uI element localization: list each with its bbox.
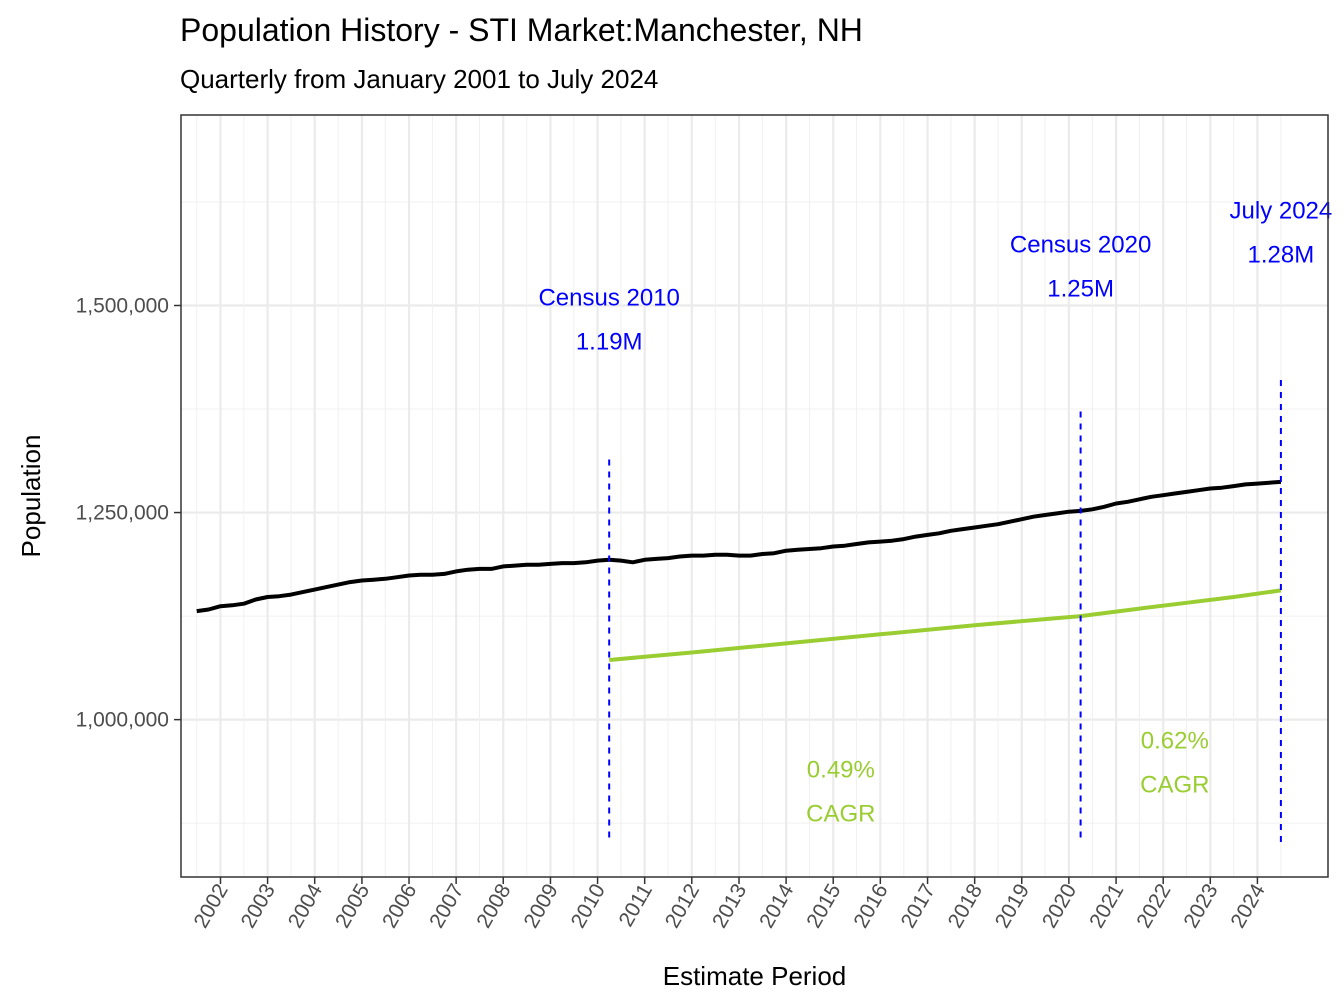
y-tick-label: 1,000,000 (76, 709, 169, 732)
cagr-line (609, 588, 1282, 662)
x-tick-label: 2023 (1179, 880, 1222, 932)
annotation-value: 1.28M (1248, 242, 1315, 269)
x-tick-label: 2013 (708, 880, 751, 932)
x-tick-label: 2009 (520, 880, 563, 932)
plot-panel-background (181, 115, 1328, 877)
annotation-value: 1.25M (1047, 275, 1114, 302)
population-line (196, 479, 1282, 614)
x-tick-label: 2017 (897, 880, 940, 932)
x-tick-label: 2008 (472, 880, 515, 932)
x-tick-label: 2020 (1038, 880, 1081, 932)
data-layer: Census 2010 1.19M Census 2020 1.25M July 202… (196, 198, 1333, 843)
y-tick-label: 1,250,000 (76, 502, 169, 525)
x-tick-label: 2022 (1132, 880, 1175, 932)
x-tick-label: 2012 (661, 880, 704, 932)
x-tick-label: 2006 (378, 880, 421, 932)
x-tick-label: 2005 (331, 880, 374, 932)
x-tick-label: 2016 (849, 880, 892, 932)
x-tick-label: 2019 (991, 880, 1034, 932)
x-tick-label: 2014 (755, 880, 798, 932)
x-tick-label: 2021 (1085, 880, 1128, 932)
plot-panel-border (180, 114, 1329, 878)
annotation-value: CAGR (1140, 772, 1209, 799)
annotation-label: July 2024 (1230, 198, 1333, 225)
x-tick-label: 2007 (425, 880, 468, 932)
annotation-label: Census 2020 (1010, 231, 1151, 258)
x-tick-label: 2002 (190, 880, 233, 932)
annotation-label: Census 2010 (538, 285, 679, 312)
x-tick-label: 2010 (567, 880, 610, 932)
x-tick-label: 2018 (944, 880, 987, 932)
chart-subtitle: Quarterly from January 2001 to July 2024 (180, 64, 659, 94)
x-tick-label: 2003 (237, 880, 280, 932)
x-tick-label: 2024 (1226, 880, 1269, 932)
x-tick-label: 2015 (802, 880, 845, 932)
annotation-value: 1.19M (576, 329, 643, 356)
x-tick-label: 2004 (284, 880, 327, 932)
x-axis-label: Estimate Period (663, 961, 847, 991)
x-tick-label: 2011 (615, 880, 658, 931)
annotation-label: 0.49% (807, 757, 875, 784)
chart-title: Population History - STI Market:Manchest… (180, 12, 863, 48)
y-axis-label: Population (16, 435, 46, 558)
grid-layer (181, 115, 1328, 877)
annotation-value: CAGR (806, 801, 875, 828)
y-tick-label: 1,500,000 (76, 295, 169, 318)
annotation-label: 0.62% (1141, 728, 1209, 755)
